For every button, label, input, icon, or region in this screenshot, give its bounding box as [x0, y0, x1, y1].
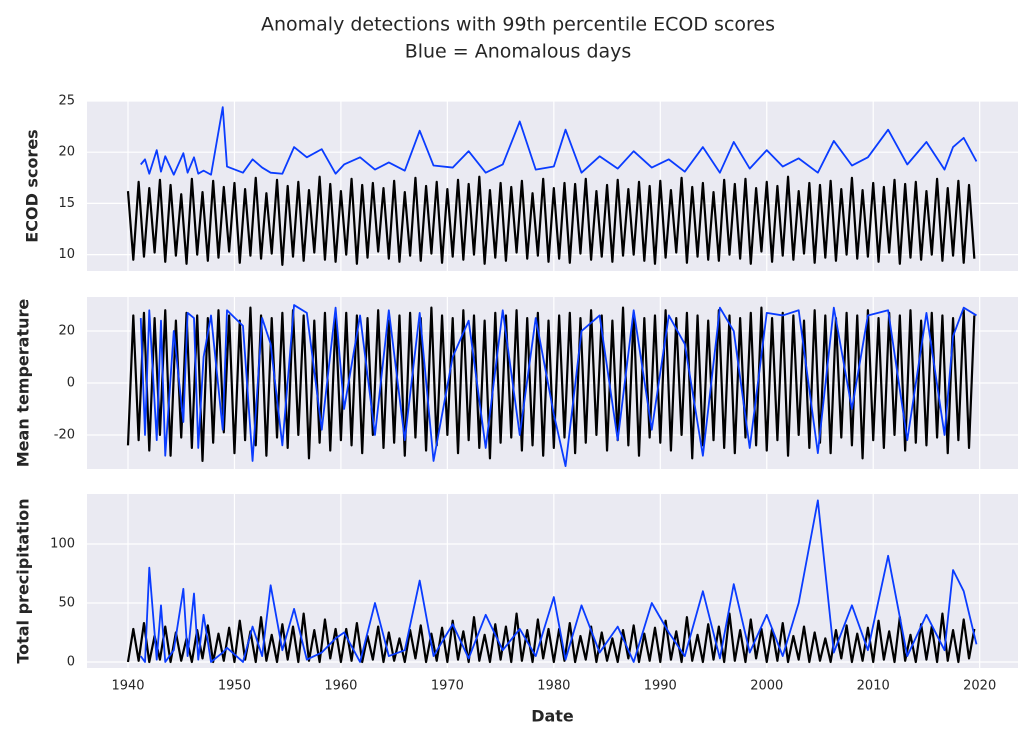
y-tick-label: 25: [58, 94, 75, 109]
series-line: [139, 304, 977, 468]
x-tick-label: 2020: [963, 679, 996, 694]
y-axis-label: Total precipitation: [14, 498, 33, 663]
series-line: [126, 306, 976, 463]
y-tick-label: 0: [67, 376, 75, 391]
x-tick-label: 2010: [857, 679, 890, 694]
y-axis-label: ECOD scores: [23, 129, 42, 242]
y-axis-label: Mean temperature: [14, 299, 33, 468]
x-tick-label: 1960: [324, 679, 357, 694]
series-line: [126, 175, 976, 266]
y-tick-label: -20: [54, 427, 75, 442]
x-tick-label: 2000: [750, 679, 783, 694]
x-tick-label: 1970: [431, 679, 464, 694]
y-tick-label: 15: [58, 196, 75, 211]
x-axis-label: Date: [531, 707, 574, 726]
y-tick-label: 0: [67, 654, 75, 669]
x-tick-label: 1950: [218, 679, 251, 694]
chart-title: Anomaly detections with 99th percentile …: [261, 14, 775, 36]
x-tick-label: 1990: [644, 679, 677, 694]
x-tick-label: 1940: [111, 679, 144, 694]
x-tick-label: 1980: [537, 679, 570, 694]
series-line: [140, 106, 978, 176]
chart-subtitle: Blue = Anomalous days: [405, 41, 632, 63]
y-tick-label: 100: [50, 537, 75, 552]
series-line: [140, 499, 978, 663]
y-tick-label: 50: [58, 596, 75, 611]
y-tick-label: 10: [58, 247, 75, 262]
y-tick-label: 20: [58, 324, 75, 339]
y-tick-label: 20: [58, 145, 75, 160]
